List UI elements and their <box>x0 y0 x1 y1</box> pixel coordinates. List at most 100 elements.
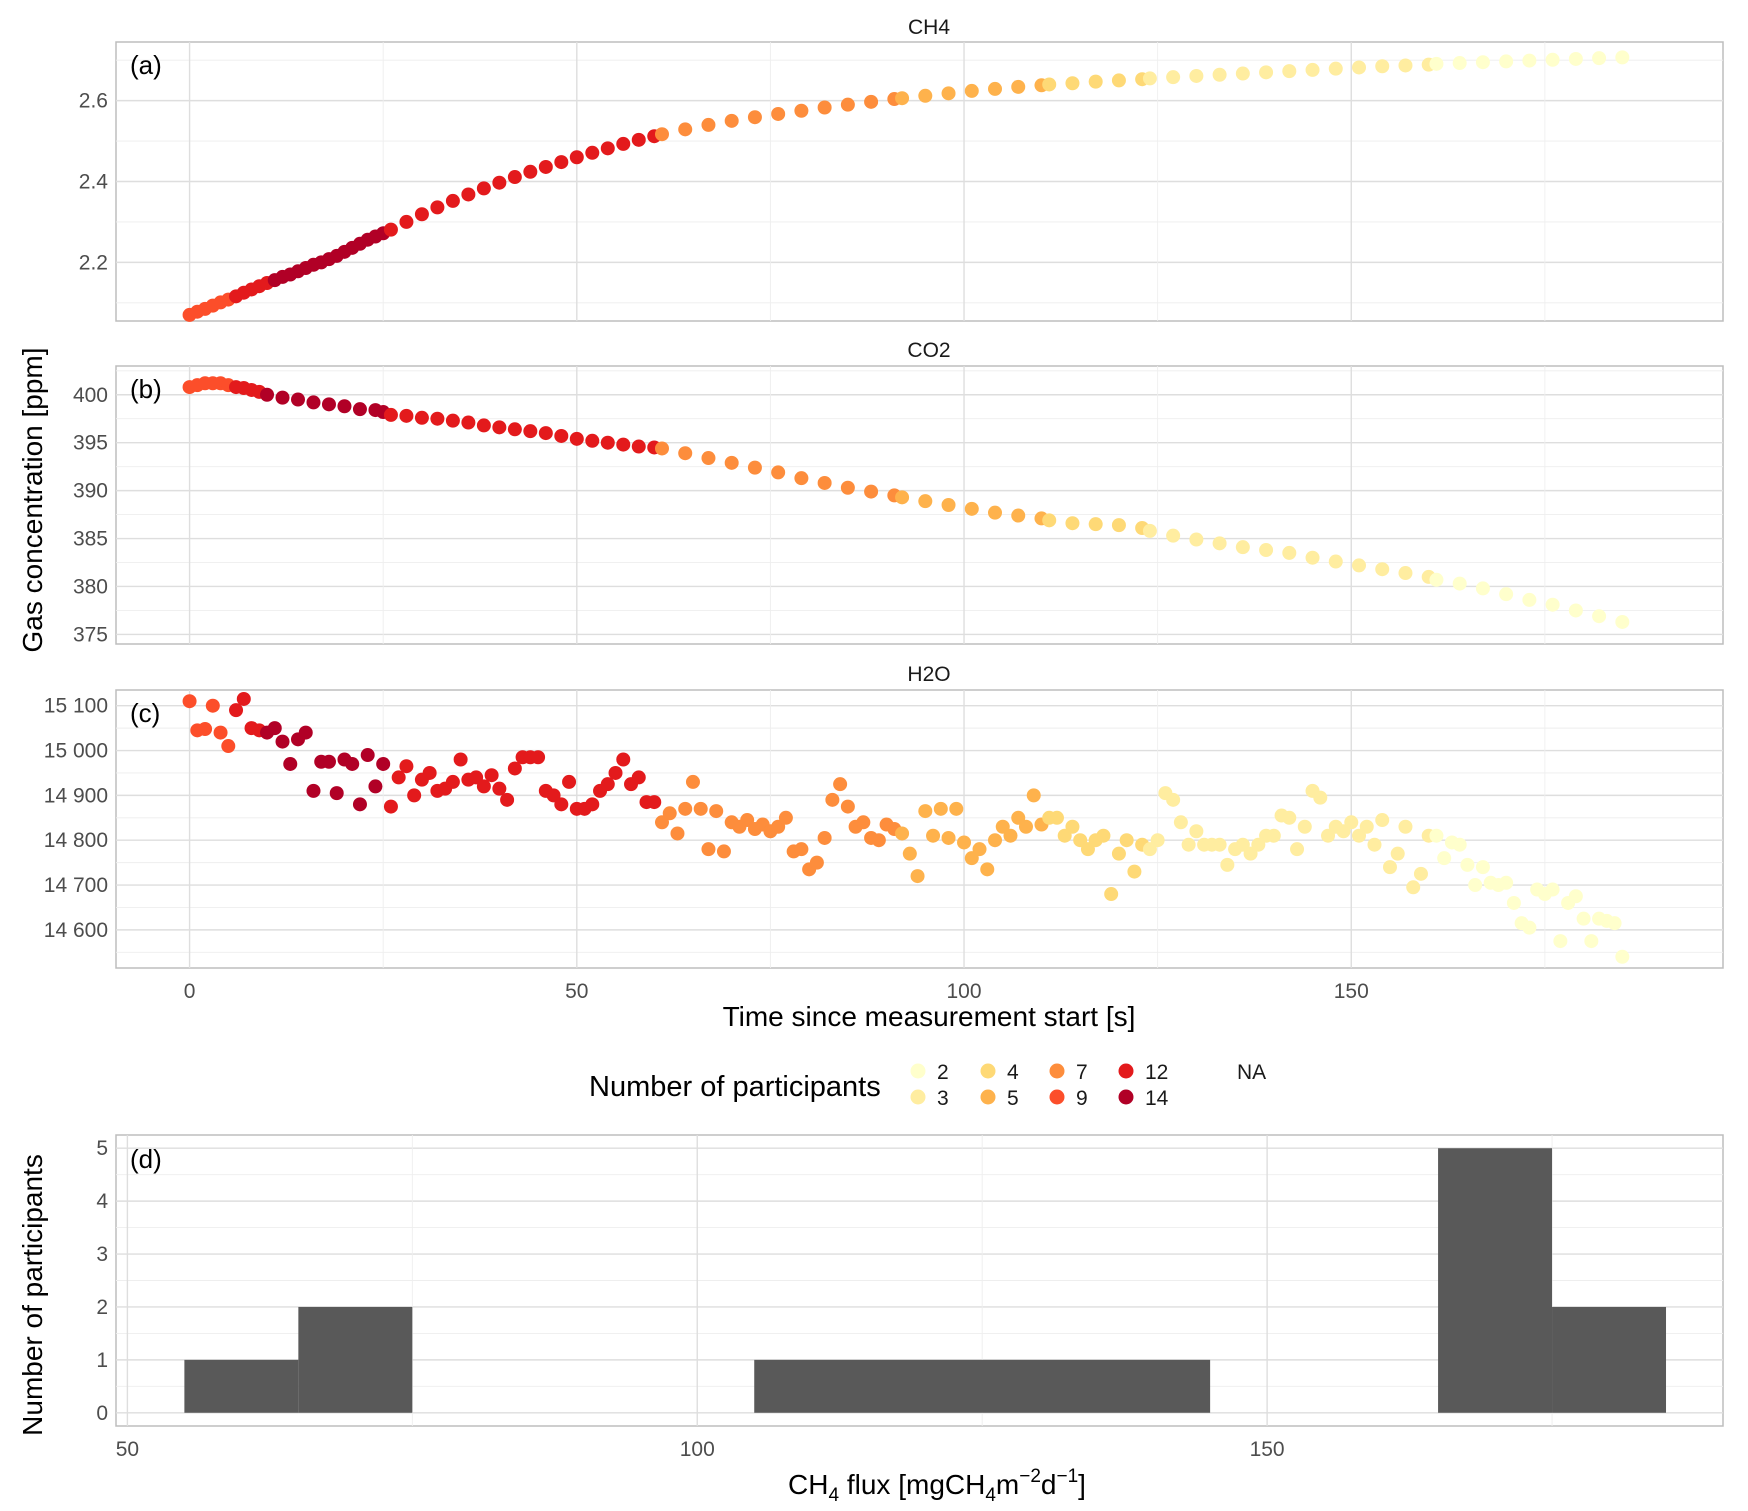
data-point <box>616 136 631 151</box>
tick-labels: 2.2 2.4 2.6 <box>79 90 109 275</box>
y-tick-label: 1 <box>96 1349 108 1372</box>
data-point <box>1615 949 1630 964</box>
legend: Number of participants 2 3 4 5 7 9 12 14 NA <box>589 1061 1266 1110</box>
y-tick-label: 14 800 <box>44 829 108 852</box>
data-point <box>895 826 910 841</box>
data-point <box>445 413 460 428</box>
data-point <box>1259 543 1274 558</box>
data-point <box>445 774 460 789</box>
data-point <box>213 725 228 740</box>
data-point <box>321 397 336 412</box>
y-tick-label: 0 <box>96 1402 108 1425</box>
data-point <box>1266 828 1281 843</box>
data-point <box>678 122 693 137</box>
data-point <box>1522 920 1537 935</box>
data-point <box>1553 934 1568 949</box>
data-point <box>902 846 917 861</box>
data-point <box>817 475 832 490</box>
grid <box>115 41 1724 322</box>
y-axis-title-gas-concentration: Gas concentration [ppm] <box>17 347 48 652</box>
data-point <box>1545 882 1560 897</box>
data-point <box>693 801 708 816</box>
data-point <box>1452 56 1467 71</box>
data-point <box>453 752 468 767</box>
tick-labels: 14 600 14 700 14 800 14 900 15 000 15 100 0 50 1… <box>44 695 1369 1003</box>
data-point <box>600 435 615 450</box>
data-point <box>1452 576 1467 591</box>
data-point <box>492 420 507 435</box>
x-tick-label: 0 <box>184 980 196 1003</box>
panel-tag-c: (c) <box>130 698 160 728</box>
data-point <box>631 770 646 785</box>
data-point <box>616 752 631 767</box>
data-point <box>600 777 615 792</box>
data-point <box>1189 68 1204 83</box>
legend-label: 12 <box>1145 1061 1168 1084</box>
data-point <box>864 94 879 109</box>
data-point <box>794 842 809 857</box>
data-point <box>1352 60 1367 75</box>
data-point <box>647 795 662 810</box>
data-point <box>678 801 693 816</box>
data-point <box>988 505 1003 520</box>
data-point <box>1166 70 1181 85</box>
data-point <box>1042 513 1057 528</box>
x-tick-label: 50 <box>116 1438 139 1461</box>
legend-swatch <box>1049 1063 1065 1079</box>
data-point <box>1259 65 1274 80</box>
data-point <box>407 788 422 803</box>
data-point <box>1088 74 1103 89</box>
data-point <box>988 81 1003 96</box>
data-point <box>1282 64 1297 79</box>
data-point <box>1150 833 1165 848</box>
data-point <box>918 804 933 819</box>
data-point <box>1111 73 1126 88</box>
data-point <box>1212 536 1227 551</box>
data-point <box>306 395 321 410</box>
data-point <box>523 424 538 439</box>
y-tick-label: 15 100 <box>44 695 108 718</box>
data-point <box>1011 79 1026 94</box>
data-point <box>600 141 615 156</box>
data-point <box>1282 545 1297 560</box>
data-point <box>1592 51 1607 66</box>
data-point <box>182 694 197 709</box>
data-point <box>988 833 1003 848</box>
y-tick-label: 4 <box>96 1190 108 1213</box>
histogram-bar <box>1438 1148 1553 1413</box>
data-point <box>476 181 491 196</box>
data-point <box>492 781 507 796</box>
y-tick-label: 5 <box>96 1137 108 1160</box>
data-point <box>1026 788 1041 803</box>
data-point <box>701 117 716 132</box>
y-tick-label: 380 <box>73 575 108 598</box>
data-point <box>1088 517 1103 532</box>
data-point <box>709 804 724 819</box>
data-point <box>221 739 236 754</box>
y-tick-label: 400 <box>73 384 108 407</box>
data-point <box>608 765 623 780</box>
legend-label: 9 <box>1076 1087 1088 1110</box>
data-point <box>701 451 716 466</box>
panel-tag-a: (a) <box>130 50 162 80</box>
data-point <box>1313 790 1328 805</box>
data-point <box>1398 819 1413 834</box>
data-point <box>817 830 832 845</box>
data-point <box>1166 792 1181 807</box>
legend-label: 14 <box>1145 1087 1169 1110</box>
data-point <box>964 83 979 98</box>
data-point <box>949 801 964 816</box>
data-point <box>1413 866 1428 881</box>
data-point <box>794 103 809 118</box>
data-point <box>1584 934 1599 949</box>
data-point <box>840 799 855 814</box>
data-point <box>275 734 290 749</box>
data-point <box>840 97 855 112</box>
data-point <box>654 127 669 142</box>
legend-label: 5 <box>1007 1087 1019 1110</box>
histogram-bars <box>184 1148 1667 1413</box>
data-point <box>1545 597 1560 612</box>
data-point <box>430 411 445 426</box>
data-point <box>1568 51 1583 66</box>
data-point <box>554 797 569 812</box>
